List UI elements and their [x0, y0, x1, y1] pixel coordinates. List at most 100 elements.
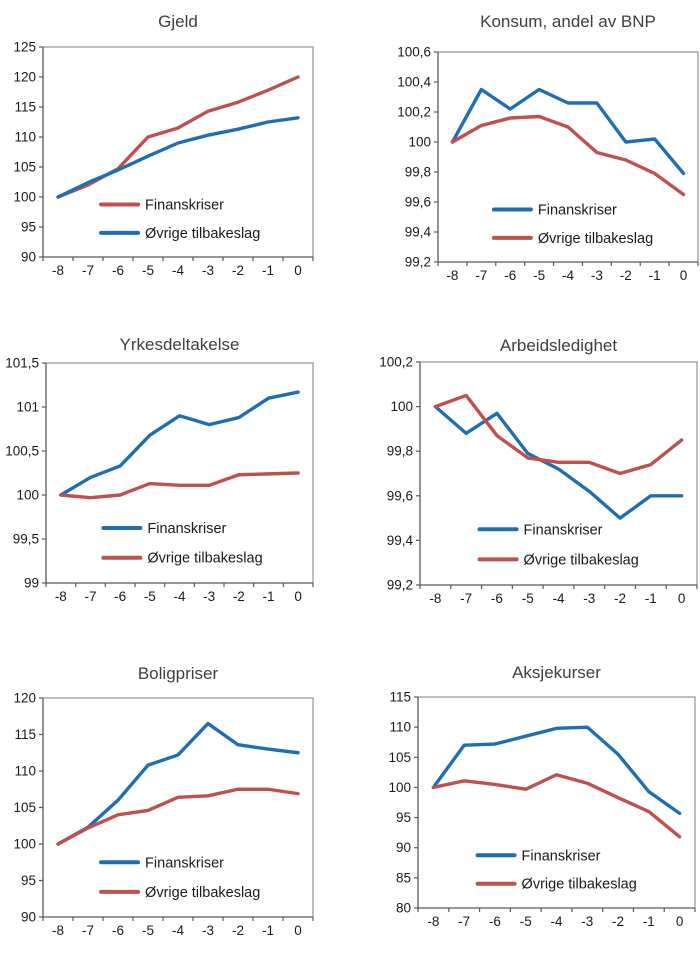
x-tick-label: -4 [173, 589, 185, 604]
x-tick-label: -7 [460, 591, 472, 606]
x-tick-label: -5 [144, 589, 156, 604]
x-tick-label: 0 [680, 268, 688, 283]
x-tick-label: -1 [262, 263, 274, 278]
y-tick-label: 100,4 [397, 75, 431, 90]
x-tick-label: -2 [232, 923, 244, 938]
x-tick-label: -7 [82, 923, 94, 938]
x-tick-label: -6 [489, 914, 501, 929]
y-tick-label: 80 [396, 901, 411, 916]
y-tick-label: 120 [13, 691, 36, 706]
y-tick-label: 110 [14, 764, 36, 779]
y-tick-label: 90 [396, 840, 411, 855]
x-tick-label: -6 [114, 589, 126, 604]
x-tick-label: -6 [112, 263, 124, 278]
legend-label-ovrige-tilbakeslag: Øvrige tilbakeslag [522, 877, 637, 893]
legend-label-finanskriser: Finanskriser [538, 203, 617, 219]
series-line-ovrige-tilbakeslag [431, 773, 682, 839]
y-tick-label: 115 [14, 100, 36, 115]
y-tick-label: 99,2 [405, 255, 431, 270]
x-tick-label: -4 [562, 268, 574, 283]
series-line-ovrige-tilbakeslag [433, 393, 684, 476]
y-tick-label: 100 [13, 190, 36, 205]
x-tick-label: 0 [294, 589, 302, 604]
y-tick-label: 125 [13, 40, 36, 55]
x-tick-label: -2 [620, 268, 632, 283]
y-tick-label: 115 [389, 690, 411, 705]
series-line-finanskriser [59, 390, 300, 497]
x-tick-label: -1 [643, 914, 655, 929]
x-tick-label: -1 [262, 589, 274, 604]
x-tick-label: -2 [232, 263, 244, 278]
chart-boligpriser: 120 115 110 105 100 95 90 -8 -7 -6 -5 -4 -3 -2 -1 0 Fina… [0, 640, 350, 960]
chart-arbeidsledighet: 100,2 100 99,8 99,6 99,4 99,2 -8 -7 -6 -5 -4 -3 -2 -1… [350, 320, 700, 640]
y-tick-label: 100 [390, 399, 413, 414]
y-tick-label: 99,6 [387, 488, 413, 503]
x-tick-label: -3 [202, 923, 214, 938]
x-tick-label: -1 [262, 923, 274, 938]
chart-title: Konsum, andel av BNP [480, 12, 656, 31]
y-tick-label: 101 [16, 400, 39, 415]
x-tick-label: 0 [294, 923, 302, 938]
x-tick-label: -6 [112, 923, 124, 938]
x-tick-label: -1 [649, 268, 661, 283]
y-tick-label: 100,5 [5, 444, 39, 459]
x-tick-label: -5 [142, 923, 154, 938]
chart-gjeld: 125 120 115 110 105 100 95 90 -8 -7 -6 -5 -4 -3 -2 -1 0 F… [0, 0, 350, 320]
y-tick-label: 99 [24, 576, 39, 591]
x-tick-label: -6 [491, 591, 503, 606]
series-line-ovrige-tilbakeslag [56, 116, 300, 199]
x-tick-label: -3 [581, 914, 593, 929]
y-tick-label: 99,5 [13, 532, 39, 547]
chart-yrkesdeltakelse: 101,5 101 100,5 100 99,5 99 -8 -7 -6 -5 -4 -3 -2 -1 0 F… [0, 320, 350, 640]
x-tick-label: -5 [142, 263, 154, 278]
chart-title: Aksjekurser [512, 663, 601, 682]
x-tick-label: -8 [52, 923, 64, 938]
y-tick-label: 115 [14, 727, 36, 742]
legend-label-ovrige-tilbakeslag: Øvrige tilbakeslag [147, 551, 262, 567]
x-tick-label: -7 [458, 914, 470, 929]
chart-title: Gjeld [158, 12, 198, 31]
legend-label-ovrige-tilbakeslag: Øvrige tilbakeslag [524, 552, 639, 568]
x-tick-label: -3 [202, 263, 214, 278]
y-tick-label: 99,4 [387, 533, 414, 548]
series-line-finanskriser [56, 721, 300, 846]
chart-aksjekurser: 115 110 105 100 95 90 85 80 -8 -7 -6 -5 -4 -3 -2 -1 0 Fin… [350, 640, 700, 960]
series-line-finanskriser [433, 404, 684, 520]
x-tick-label: -4 [552, 591, 564, 606]
x-tick-label: -2 [233, 589, 245, 604]
y-tick-label: 100 [13, 837, 36, 852]
y-tick-label: 100,2 [397, 105, 431, 120]
legend-label-finanskriser: Finanskriser [524, 522, 603, 538]
x-tick-label: -3 [203, 589, 215, 604]
x-tick-label: -2 [614, 591, 626, 606]
y-tick-label: 100 [408, 135, 431, 150]
chart-konsum-andel-av-bnp: 100,6 100,4 100,2 100 99,8 99,6 99,4 99,2 -8 -7 -6… [350, 0, 700, 320]
chart-title: Boligpriser [138, 664, 219, 683]
y-tick-label: 90 [21, 250, 36, 265]
chart-title: Arbeidsledighet [500, 336, 617, 355]
y-tick-label: 100,6 [397, 45, 431, 60]
y-tick-label: 95 [396, 810, 411, 825]
y-tick-label: 105 [388, 750, 411, 765]
x-tick-label: -4 [172, 923, 184, 938]
y-tick-label: 90 [21, 910, 36, 925]
x-tick-label: -7 [84, 589, 96, 604]
x-tick-label: 0 [676, 914, 684, 929]
x-tick-label: -4 [550, 914, 562, 929]
x-tick-label: -5 [533, 268, 545, 283]
legend-label-finanskriser: Finanskriser [522, 848, 601, 864]
x-tick-label: -3 [591, 268, 603, 283]
x-tick-label: -5 [520, 914, 532, 929]
y-tick-label: 95 [21, 220, 36, 235]
y-tick-label: 99,8 [405, 165, 431, 180]
y-tick-label: 99,8 [387, 444, 413, 459]
y-tick-label: 120 [13, 70, 36, 85]
legend-label-ovrige-tilbakeslag: Øvrige tilbakeslag [145, 226, 260, 242]
x-tick-label: -7 [475, 268, 487, 283]
x-tick-label: -7 [82, 263, 94, 278]
aksjekurser-chart-canvas: 115 110 105 100 95 90 85 80 -8 -7 -6 -5 -4 -3 -2 -1 0 Fin… [388, 663, 696, 929]
legend-label-finanskriser: Finanskriser [145, 198, 224, 214]
legend-label-finanskriser: Finanskriser [145, 855, 224, 871]
yrkesdeltakelse-chart-canvas: 101,5 101 100,5 100 99,5 99 -8 -7 -6 -5 -4 -3 -2 -1 0 F… [5, 335, 314, 604]
